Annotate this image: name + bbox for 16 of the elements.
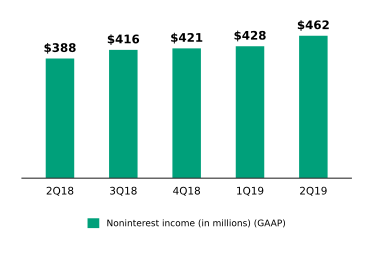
- x-tick-label: 2Q18: [46, 186, 74, 196]
- legend-label: Noninterest income (in millions) (GAAP): [107, 219, 286, 228]
- bar: [109, 50, 138, 178]
- data-label: $462: [298, 20, 329, 31]
- x-tick-label: 3Q18: [110, 186, 137, 196]
- data-label: $421: [171, 32, 202, 44]
- bar: [46, 58, 74, 178]
- data-label: $416: [108, 34, 140, 46]
- data-label: $428: [234, 30, 266, 42]
- x-tick-label: 4Q18: [173, 186, 200, 196]
- x-tick-label: 1Q19: [237, 186, 264, 196]
- data-label: $388: [44, 42, 76, 54]
- bar: [236, 46, 264, 178]
- bar: [172, 48, 201, 178]
- bar: [299, 36, 328, 178]
- x-tick-label: 2Q19: [300, 186, 327, 196]
